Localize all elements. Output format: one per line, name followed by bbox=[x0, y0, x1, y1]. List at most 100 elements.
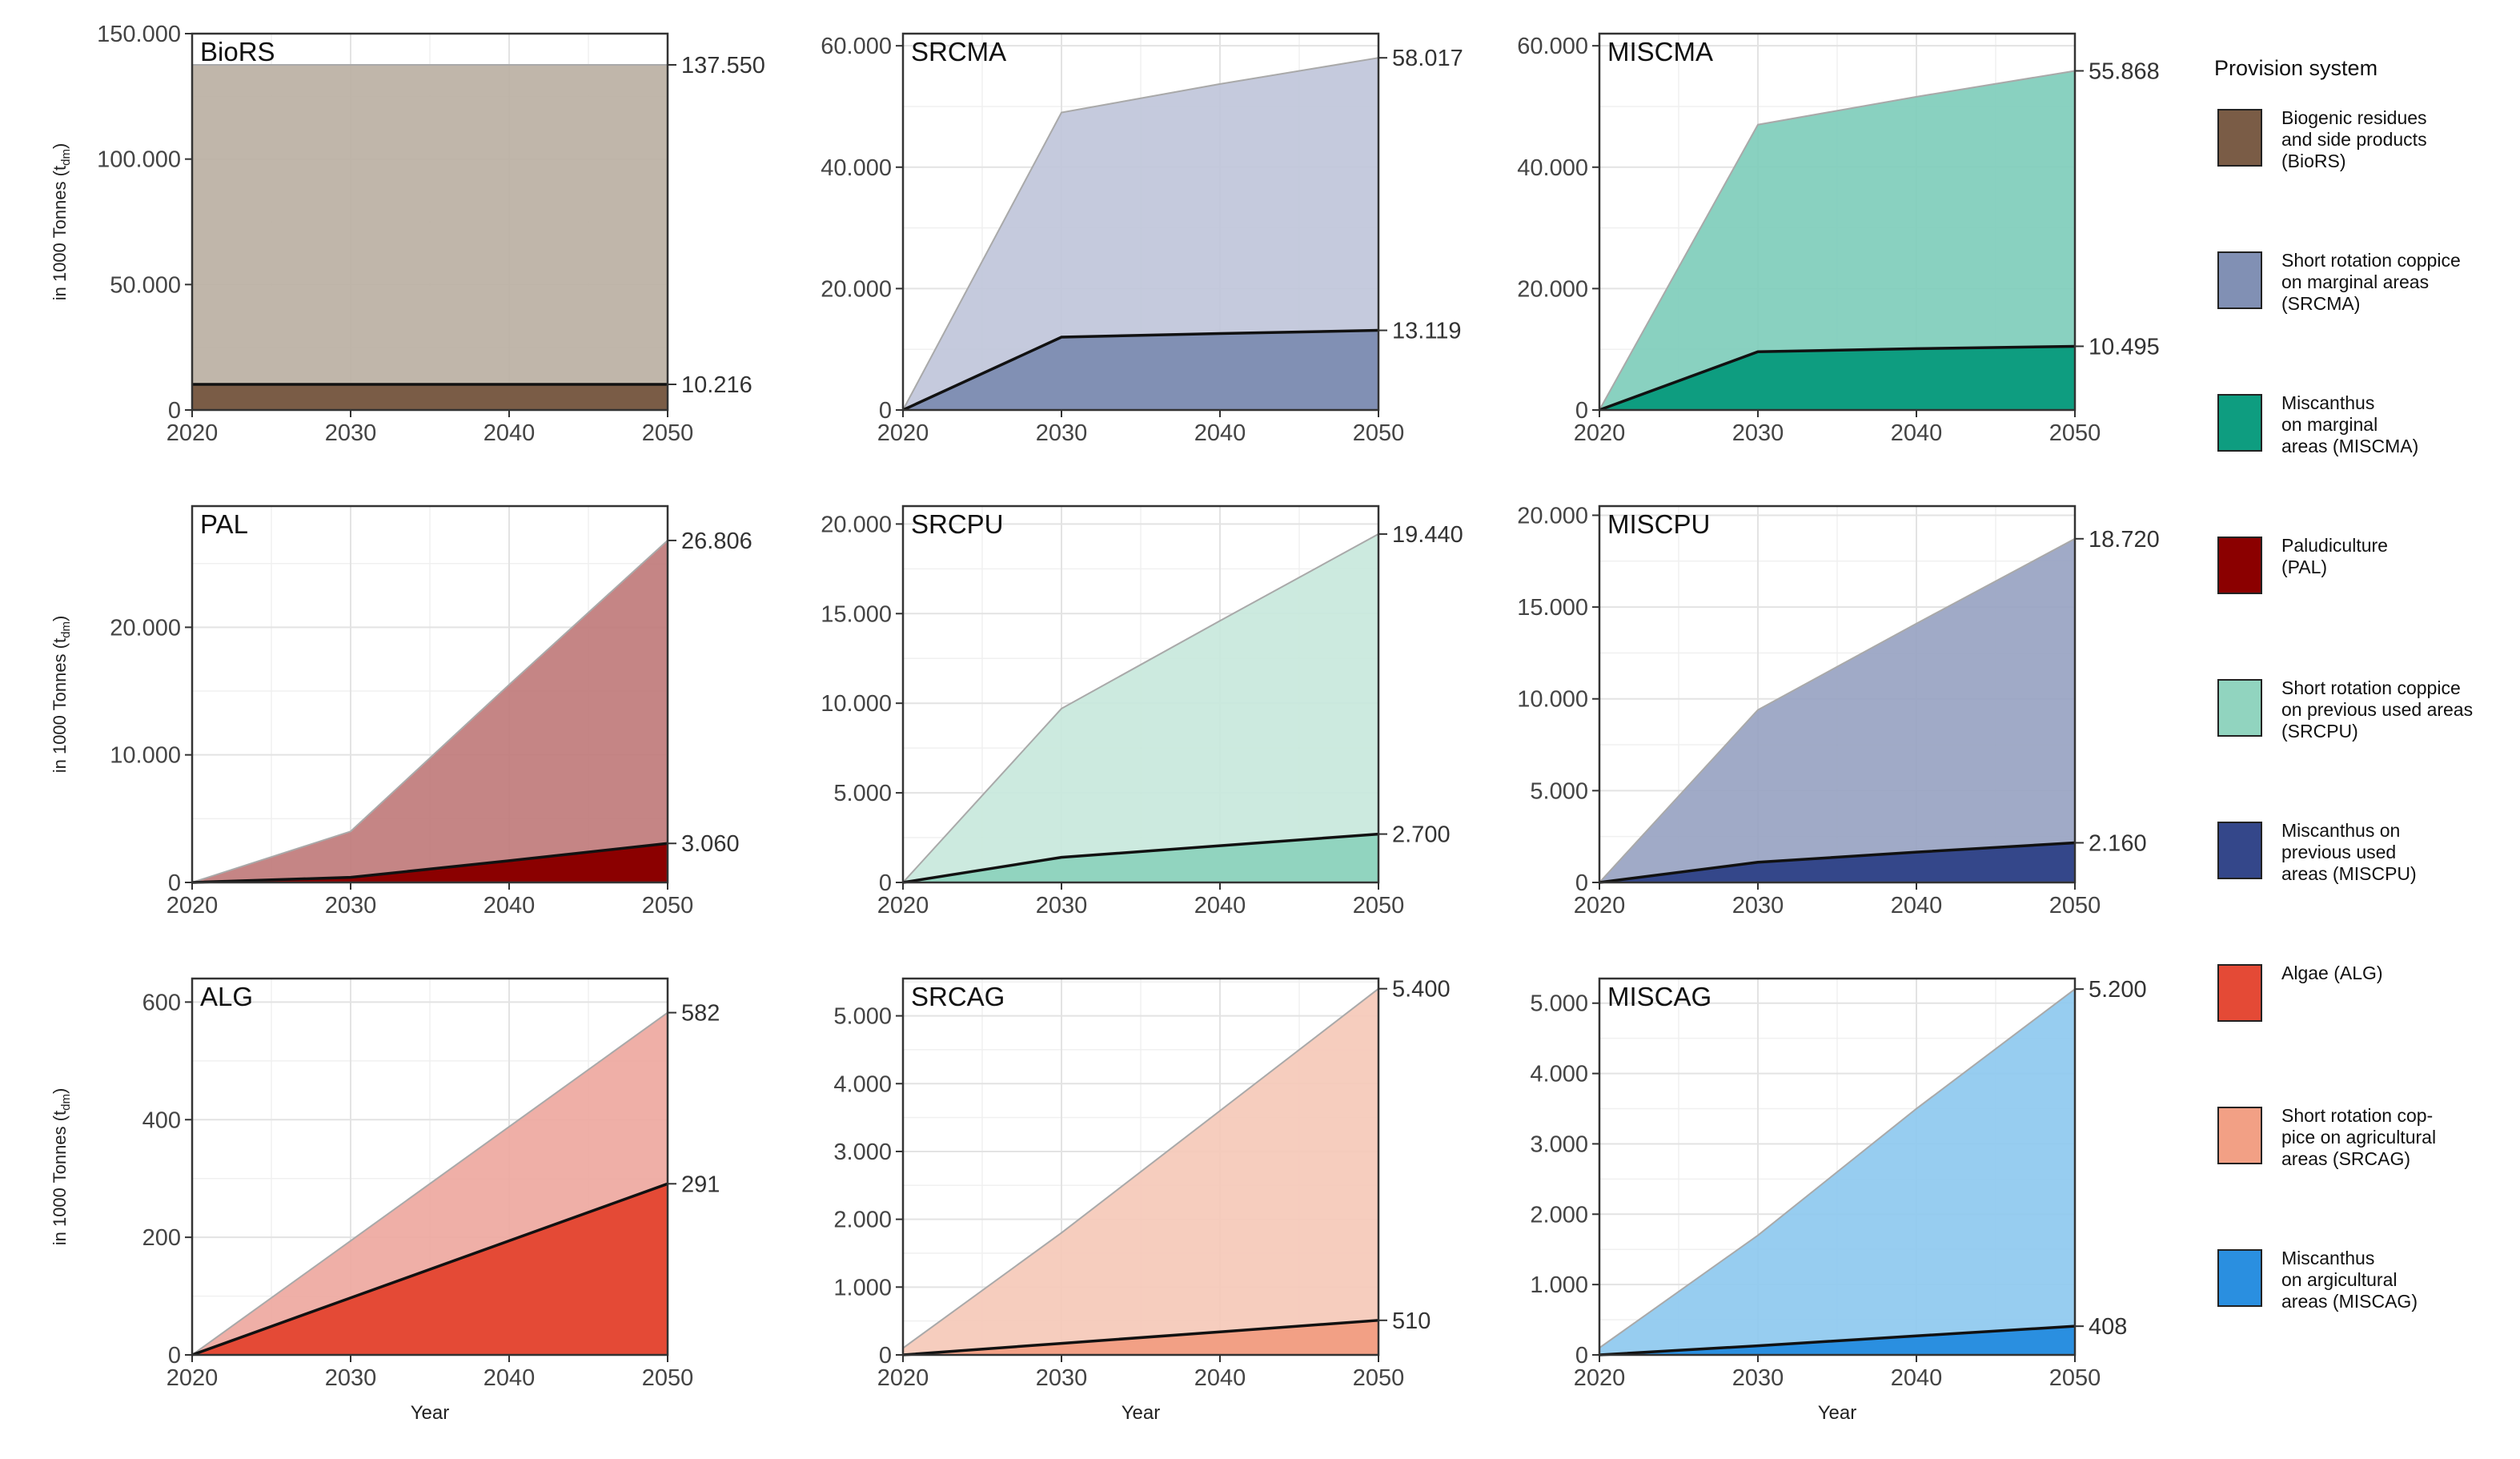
legend-label-srcma: Short rotation coppice on marginal areas… bbox=[2281, 250, 2461, 314]
x-tick-label: 2030 bbox=[1732, 893, 1784, 918]
panel-miscpu: MISCPU 0 5.000 10.000 15.000 20.000 2020 2030 20… bbox=[1517, 503, 2159, 918]
x-axis-title: Year bbox=[1122, 1402, 1161, 1424]
panel-border bbox=[901, 977, 1380, 1357]
line-share-srcma bbox=[902, 328, 1379, 412]
legend-label-miscma: Miscanthus on marginal areas (MISCMA) bbox=[2281, 392, 2419, 456]
panel-alg: ALG 0 200 400 600 2020 2030 2040 2050 582 291 bbox=[142, 977, 720, 1391]
y-tick-label: 20.000 bbox=[821, 512, 892, 537]
y-tick-label: 600 bbox=[142, 990, 181, 1015]
x-tick-label: 2020 bbox=[1574, 420, 1626, 446]
line-share-srcag bbox=[902, 1319, 1379, 1357]
line-total-srcpu bbox=[902, 533, 1379, 883]
panel-title: SRCAG bbox=[911, 982, 1005, 1011]
x-tick-label: 2020 bbox=[167, 893, 219, 918]
legend-key-srcpu bbox=[2217, 679, 2262, 737]
value-label-share: 3.060 bbox=[681, 831, 740, 857]
y-tick-label: 10.000 bbox=[110, 743, 181, 769]
y-tick-label: 1.000 bbox=[833, 1275, 892, 1300]
value-label-share: 2.160 bbox=[2089, 830, 2147, 856]
y-tick-label: 5.000 bbox=[1530, 991, 1588, 1017]
x-tick-label: 2020 bbox=[1574, 893, 1626, 918]
value-label-share: 10.495 bbox=[2089, 334, 2160, 360]
legend-item-miscag: Miscanthus on argicultural areas (MISCAG… bbox=[2217, 1246, 2514, 1313]
x-tick-label: 2050 bbox=[642, 893, 694, 918]
area-total-srcma bbox=[903, 58, 1378, 410]
x-tick-label: 2030 bbox=[1036, 1365, 1088, 1391]
legend-item-biors: Biogenic residues and side products (Bio… bbox=[2217, 106, 2514, 173]
x-tick-label: 2020 bbox=[167, 1365, 219, 1391]
legend-label-pal: Paludiculture (PAL) bbox=[2281, 535, 2388, 577]
x-tick-label: 2030 bbox=[1732, 1365, 1784, 1391]
legend-key-pal bbox=[2217, 537, 2262, 594]
y-tick-label: 0 bbox=[1575, 870, 1588, 896]
panel-biors: BioRS 0 50.000 100.000 150.000 2020 2030 2040 20… bbox=[97, 22, 765, 446]
y-tick-label: 0 bbox=[1575, 1343, 1588, 1369]
x-tick-label: 2040 bbox=[1194, 1365, 1246, 1391]
legend-key-miscma bbox=[2217, 394, 2262, 452]
line-share-alg bbox=[191, 1182, 668, 1357]
value-label-share: 291 bbox=[681, 1172, 720, 1197]
y-tick-label: 1.000 bbox=[1530, 1272, 1588, 1298]
area-share-srcpu bbox=[903, 834, 1378, 882]
x-tick-label: 2020 bbox=[877, 420, 929, 446]
line-total-miscma bbox=[1599, 70, 2076, 411]
legend-item-pal: Paludiculture (PAL) bbox=[2217, 533, 2514, 601]
area-share-miscag bbox=[1599, 1326, 2075, 1355]
x-tick-label: 2050 bbox=[1353, 1365, 1405, 1391]
x-tick-label: 2020 bbox=[1574, 1365, 1626, 1391]
legend-label-alg: Algae (ALG) bbox=[2281, 963, 2383, 983]
y-axis-title: in 1000 Tonnes (tdm) bbox=[50, 616, 73, 774]
panel-border bbox=[191, 504, 669, 884]
value-label-share: 510 bbox=[1392, 1308, 1431, 1334]
y-tick-label: 4.000 bbox=[833, 1071, 892, 1097]
value-label-share: 2.700 bbox=[1392, 822, 1451, 848]
y-axis-title: in 1000 Tonnes (tdm) bbox=[50, 143, 73, 301]
line-total-miscpu bbox=[1599, 537, 2076, 883]
x-tick-label: 2040 bbox=[1194, 893, 1246, 918]
legend-label-srcpu: Short rotation coppice on previous used … bbox=[2281, 677, 2474, 742]
x-tick-label: 2030 bbox=[325, 1365, 377, 1391]
x-tick-label: 2030 bbox=[1036, 420, 1088, 446]
x-tick-label: 2040 bbox=[484, 420, 536, 446]
y-tick-label: 15.000 bbox=[1517, 595, 1588, 621]
y-tick-label: 0 bbox=[168, 1343, 181, 1369]
x-tick-label: 2040 bbox=[1891, 893, 1943, 918]
legend-label-srcag: Short rotation cop- pice on agricultural… bbox=[2281, 1105, 2437, 1169]
line-share-miscpu bbox=[1599, 841, 2076, 884]
line-share-srcpu bbox=[902, 832, 1379, 884]
line-total-miscag bbox=[1599, 988, 2076, 1349]
y-tick-label: 20.000 bbox=[1517, 276, 1588, 302]
legend-key-srcma bbox=[2217, 251, 2262, 309]
value-label-share: 13.119 bbox=[1392, 319, 1462, 344]
panel-border bbox=[1598, 504, 2077, 884]
x-tick-label: 2030 bbox=[325, 893, 377, 918]
legend-item-miscma: Miscanthus on marginal areas (MISCMA) bbox=[2217, 391, 2514, 458]
value-label-total: 5.400 bbox=[1392, 977, 1451, 1003]
value-label-total: 5.200 bbox=[2089, 977, 2147, 1003]
y-tick-label: 50.000 bbox=[110, 272, 181, 298]
legend: Provision system Biogenic residues and s… bbox=[2209, 56, 2514, 1312]
y-tick-label: 5.000 bbox=[1530, 778, 1588, 804]
line-total-pal bbox=[191, 540, 668, 883]
line-share-miscma bbox=[1599, 344, 2076, 412]
legend-item-srcpu: Short rotation coppice on previous used … bbox=[2217, 676, 2514, 743]
y-tick-label: 4.000 bbox=[1530, 1062, 1588, 1087]
y-tick-label: 150.000 bbox=[97, 22, 181, 47]
y-tick-label: 5.000 bbox=[833, 1004, 892, 1030]
x-tick-label: 2050 bbox=[1353, 893, 1405, 918]
legend-title: Provision system bbox=[2214, 56, 2378, 80]
y-tick-label: 20.000 bbox=[821, 276, 892, 302]
panel-border bbox=[191, 977, 669, 1357]
panel-border bbox=[901, 504, 1380, 884]
y-tick-label: 2.000 bbox=[1530, 1202, 1588, 1228]
y-tick-label: 60.000 bbox=[1517, 34, 1588, 59]
value-label-total: 55.868 bbox=[2089, 58, 2160, 84]
y-tick-label: 100.000 bbox=[97, 147, 181, 173]
x-tick-label: 2040 bbox=[484, 893, 536, 918]
y-tick-label: 200 bbox=[142, 1225, 181, 1251]
x-tick-label: 2020 bbox=[167, 420, 219, 446]
legend-key-biors bbox=[2217, 109, 2262, 167]
x-tick-label: 2050 bbox=[2049, 1365, 2101, 1391]
panel-border bbox=[191, 32, 669, 412]
x-tick-label: 2020 bbox=[877, 1365, 929, 1391]
